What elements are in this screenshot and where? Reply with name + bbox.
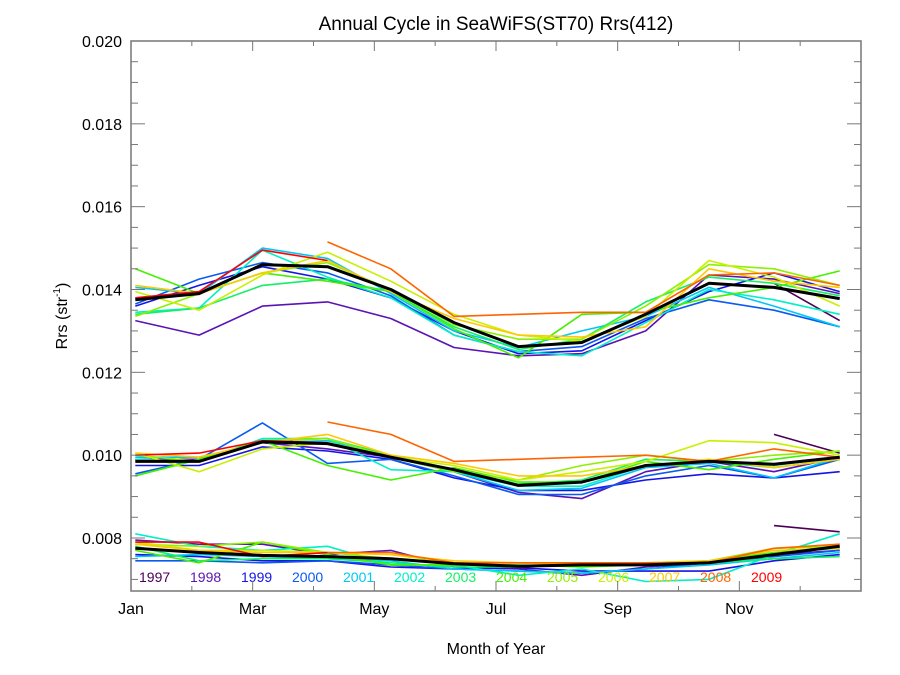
group-upper [135,241,841,359]
series-line-lower-1999 [135,553,840,572]
series-line-upper-2003 [135,276,840,351]
x-tick-label: May [359,601,389,618]
series-line-middle-1997 [773,433,840,454]
group-lower [135,524,840,583]
y-tick-label: 0.016 [82,200,122,217]
legend-item-2003: 2003 [445,569,476,585]
legend-item-2001: 2001 [343,569,374,585]
series-line-upper-2004 [135,268,840,359]
legend-item-2006: 2006 [598,569,629,585]
legend-item-1998: 1998 [190,569,221,585]
x-tick-label: Jan [118,601,144,618]
legend-item-2002: 2002 [394,569,425,585]
mean-line-middle [135,440,840,487]
series-line-upper-2008 [327,241,840,318]
mean-line-upper [135,263,840,349]
legend-item-2007: 2007 [649,569,680,585]
series-line-middle-1999 [135,446,840,492]
legend-item-1997: 1997 [139,569,170,585]
x-axis: Jan Mar May Jul Sep Nov [118,41,801,618]
legend-item-1999: 1999 [241,569,272,585]
y-axis-label-suffix: ) [54,283,71,288]
series-line-middle-2006 [135,439,840,481]
x-tick-label: Mar [239,601,267,618]
series-line-upper-2009 [135,249,328,299]
y-axis-label: Rrs (str-1) [52,283,71,350]
series-line-lower-2008 [327,543,840,564]
legend-item-2004: 2004 [496,569,527,585]
legend-item-2008: 2008 [700,569,731,585]
group-middle [135,421,840,500]
series-line-lower-2007 [135,543,840,564]
legend-item-2009: 2009 [751,569,782,585]
y-tick-label: 0.014 [82,282,122,299]
y-tick-label: 0.020 [82,34,122,51]
y-axis-label-main: Rrs (str [54,296,71,349]
series-line-upper-2006 [135,251,841,343]
y-axis: 0.008 0.010 0.012 0.014 0.016 0.018 0.020 [82,34,861,580]
legend-item-2005: 2005 [547,569,578,585]
x-tick-label: Sep [603,601,632,618]
chart-title: Annual Cycle in SeaWiFS(ST70) Rrs(412) [319,14,674,35]
y-tick-label: 0.018 [82,117,122,134]
y-axis-label-superscript: -1 [52,288,63,297]
x-tick-label: Nov [725,601,753,618]
series-line-upper-1998 [135,274,840,357]
legend: 1997 1998 1999 2000 2001 2002 2003 2004 2005 2006… [139,569,782,585]
series-line-middle-2008 [327,421,840,463]
series-layer [135,241,841,583]
x-axis-label: Month of Year [447,641,546,658]
x-tick-label: Jul [486,601,506,618]
y-tick-label: 0.012 [82,365,122,382]
series-line-upper-2007 [135,259,840,338]
series-line-lower-1997 [773,524,840,533]
legend-item-2000: 2000 [292,569,323,585]
y-tick-label: 0.010 [82,448,122,465]
mean-line-lower [135,544,840,568]
y-tick-label: 0.008 [82,531,122,548]
